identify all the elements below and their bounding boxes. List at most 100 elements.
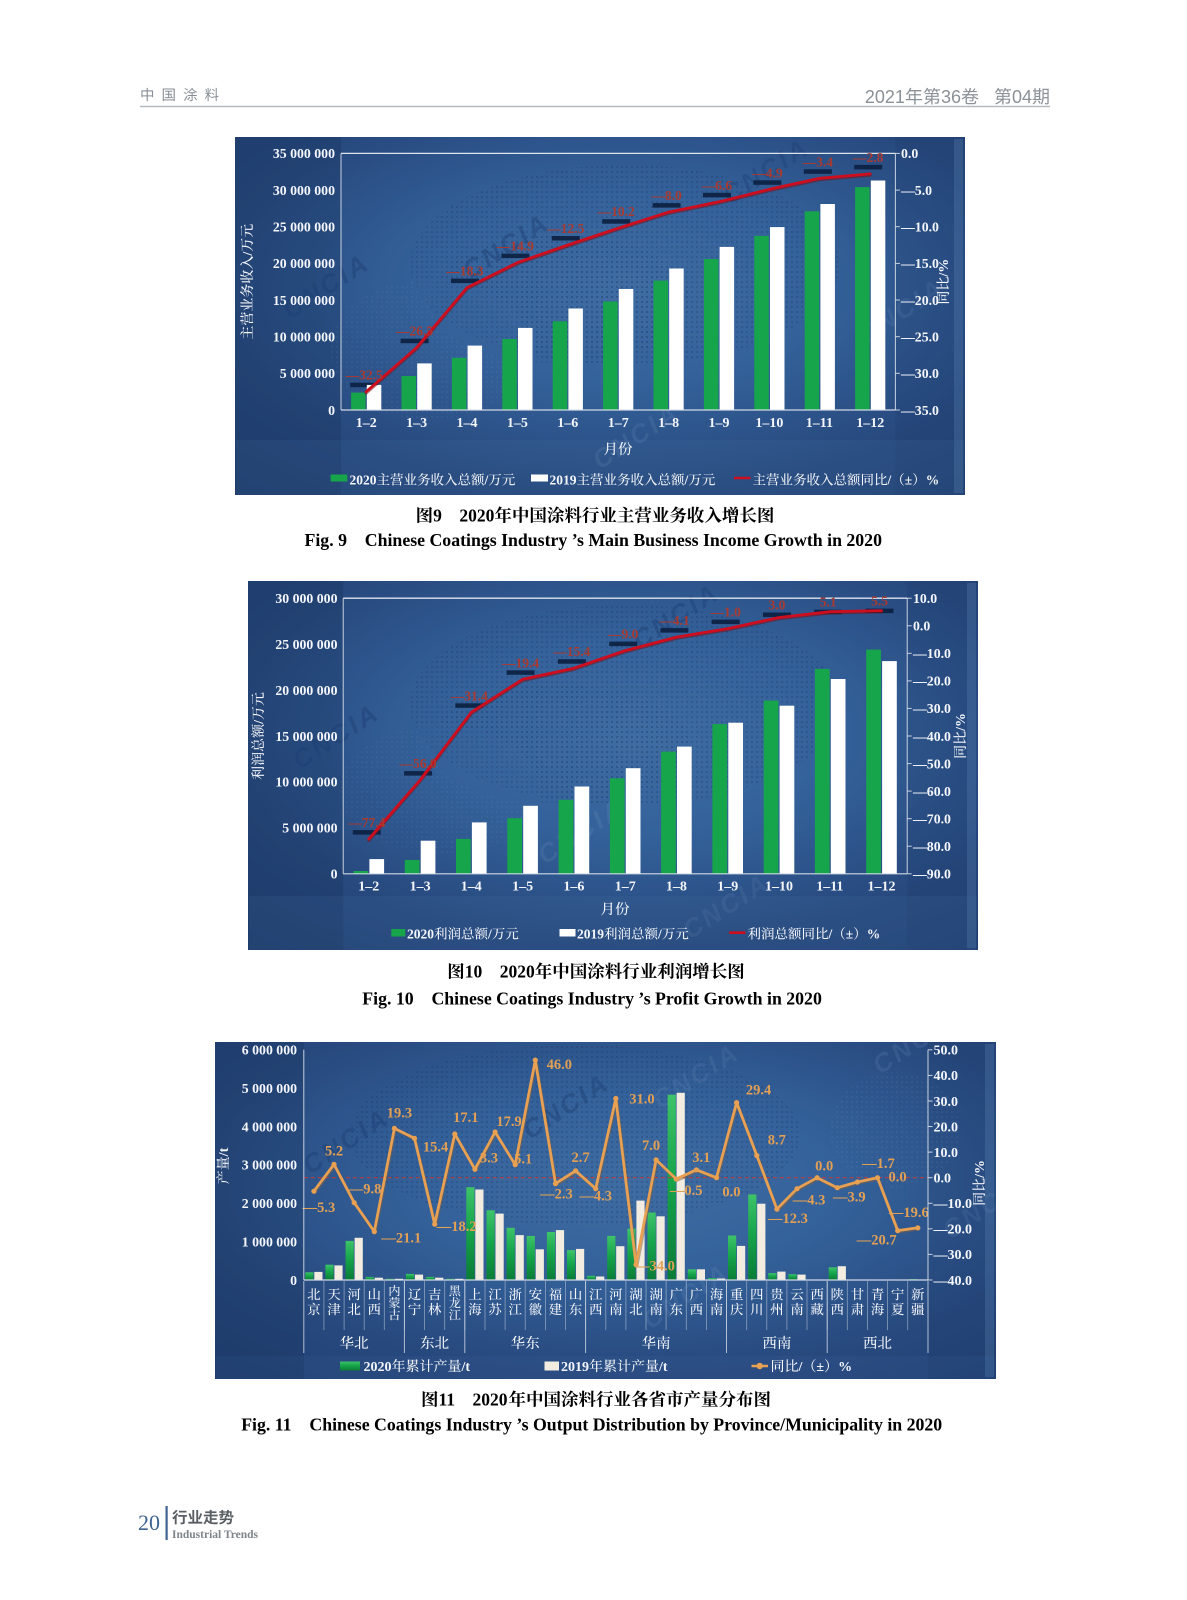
svg-text:—4.3: —4.3 — [578, 1189, 612, 1205]
svg-text:10.0: 10.0 — [934, 1146, 959, 1161]
svg-text:46.0: 46.0 — [547, 1057, 572, 1073]
svg-text:1–11: 1–11 — [806, 416, 833, 431]
svg-text:—10.0: —10.0 — [933, 1197, 973, 1212]
svg-text:—20.0: —20.0 — [933, 1223, 973, 1238]
svg-text:2020: 2020 — [350, 473, 377, 488]
svg-text:—21.1: —21.1 — [380, 1231, 421, 1247]
svg-text:9 2020: 9 2020 — [433, 506, 495, 526]
svg-text:—60.0: —60.0 — [912, 784, 951, 799]
svg-text:—10.0: —10.0 — [900, 220, 939, 235]
svg-text:1–6: 1–6 — [563, 880, 584, 895]
svg-text:1–7: 1–7 — [615, 880, 636, 895]
svg-text:—56.0: —56.0 — [399, 756, 437, 771]
svg-text:—77.4: —77.4 — [347, 815, 385, 830]
svg-text:%: % — [867, 927, 881, 942]
svg-text:5 000 000: 5 000 000 — [242, 1081, 297, 1096]
svg-text:—40.0: —40.0 — [912, 729, 951, 744]
svg-text:30 000 000: 30 000 000 — [273, 183, 335, 198]
svg-text:—10.2: —10.2 — [597, 204, 635, 219]
svg-text:—12.3: —12.3 — [767, 1211, 808, 1227]
svg-text:1–4: 1–4 — [457, 416, 478, 431]
svg-text:15 000 000: 15 000 000 — [275, 729, 337, 744]
svg-text:50.0: 50.0 — [934, 1044, 959, 1059]
svg-text:2019: 2019 — [561, 1360, 589, 1375]
svg-text:/: / — [252, 719, 267, 725]
svg-text:Fig. 9 Chinese Coatings Ind: Fig. 9 Chinese Coatings Industry ’s Main… — [305, 530, 883, 550]
svg-text:4 000 000: 4 000 000 — [242, 1119, 297, 1134]
svg-text:1–9: 1–9 — [717, 880, 738, 895]
svg-text:—12.5: —12.5 — [546, 221, 584, 236]
svg-text:1–4: 1–4 — [461, 880, 482, 895]
svg-text:/: / — [484, 473, 489, 488]
svg-text:—32.5: —32.5 — [345, 368, 383, 383]
svg-text:5.5: 5.5 — [871, 594, 888, 609]
svg-text:10 000 000: 10 000 000 — [273, 330, 335, 345]
svg-text:0.0: 0.0 — [722, 1185, 740, 1201]
svg-text:3.0: 3.0 — [769, 598, 786, 613]
svg-text:—14.9: —14.9 — [496, 239, 534, 254]
svg-text:—80.0: —80.0 — [912, 839, 951, 854]
svg-text:1–8: 1–8 — [658, 416, 679, 431]
svg-text:10 2020: 10 2020 — [465, 962, 535, 982]
svg-text:±: ± — [905, 473, 912, 488]
svg-text:2019: 2019 — [577, 927, 604, 942]
svg-text:1–7: 1–7 — [608, 416, 629, 431]
svg-text:/: / — [487, 927, 492, 942]
svg-text:1 000 000: 1 000 000 — [242, 1234, 297, 1249]
svg-text:—3.4: —3.4 — [802, 154, 834, 169]
svg-text:31.0: 31.0 — [629, 1092, 654, 1108]
svg-text:7.0: 7.0 — [642, 1138, 660, 1154]
svg-text:0: 0 — [328, 403, 335, 418]
svg-text:1–10: 1–10 — [755, 416, 783, 431]
svg-text:25 000 000: 25 000 000 — [275, 637, 337, 652]
svg-text:10.0: 10.0 — [913, 591, 937, 606]
svg-text:—4.3: —4.3 — [792, 1193, 826, 1209]
svg-text:2020: 2020 — [407, 927, 434, 942]
svg-text:20 000 000: 20 000 000 — [273, 256, 335, 271]
svg-text:—2.8: —2.8 — [852, 150, 884, 165]
svg-text:—5.3: —5.3 — [302, 1200, 336, 1216]
svg-text:—5.0: —5.0 — [900, 183, 932, 198]
svg-text:—20.7: —20.7 — [856, 1233, 897, 1249]
svg-text:3 000 000: 3 000 000 — [242, 1158, 297, 1173]
svg-text:20 000 000: 20 000 000 — [275, 683, 337, 698]
svg-text:30 000 000: 30 000 000 — [275, 591, 337, 606]
svg-text:—15.0: —15.0 — [900, 256, 939, 271]
svg-text:11 2020: 11 2020 — [439, 1390, 508, 1410]
svg-text:30.0: 30.0 — [934, 1095, 959, 1110]
svg-text:%: % — [838, 1360, 852, 1375]
svg-text:/%: /% — [954, 713, 969, 732]
svg-text:—1.0: —1.0 — [710, 605, 742, 620]
svg-text:25 000 000: 25 000 000 — [273, 220, 335, 235]
svg-text:35 000 000: 35 000 000 — [273, 146, 335, 161]
svg-text:29.4: 29.4 — [746, 1083, 771, 1099]
svg-text:0.0: 0.0 — [889, 1170, 907, 1186]
svg-text:1–3: 1–3 — [410, 880, 431, 895]
svg-text:—4.1: —4.1 — [658, 613, 690, 628]
svg-text:—90.0: —90.0 — [912, 867, 951, 882]
svg-text:/: / — [798, 1360, 804, 1375]
svg-text:—30.0: —30.0 — [933, 1248, 973, 1263]
svg-text:8.7: 8.7 — [768, 1133, 786, 1149]
svg-text:1–5: 1–5 — [507, 416, 528, 431]
svg-text:1–9: 1–9 — [709, 416, 730, 431]
svg-text:—70.0: —70.0 — [912, 812, 951, 827]
svg-text:2 000 000: 2 000 000 — [242, 1196, 297, 1211]
svg-text:—8.0: —8.0 — [650, 188, 682, 203]
svg-text:0: 0 — [331, 867, 338, 882]
svg-text:2.7: 2.7 — [572, 1150, 590, 1166]
svg-text:±: ± — [846, 927, 853, 942]
svg-text:Fig. 11 Chinese Coatings In: Fig. 11 Chinese Coatings Industry ’s Out… — [241, 1415, 942, 1435]
svg-text:36: 36 — [941, 87, 961, 107]
svg-text:04: 04 — [1012, 87, 1032, 107]
svg-text:3.3: 3.3 — [480, 1150, 498, 1166]
svg-text:/: / — [657, 927, 662, 942]
svg-text:/t: /t — [658, 1360, 668, 1375]
svg-text:1–12: 1–12 — [856, 416, 884, 431]
svg-text:/: / — [241, 251, 256, 257]
svg-text:17.1: 17.1 — [453, 1110, 478, 1126]
svg-text:—4.9: —4.9 — [751, 165, 783, 180]
svg-text:/: / — [887, 473, 892, 488]
svg-text:—18.3: —18.3 — [445, 264, 483, 279]
svg-text:0: 0 — [290, 1273, 297, 1288]
